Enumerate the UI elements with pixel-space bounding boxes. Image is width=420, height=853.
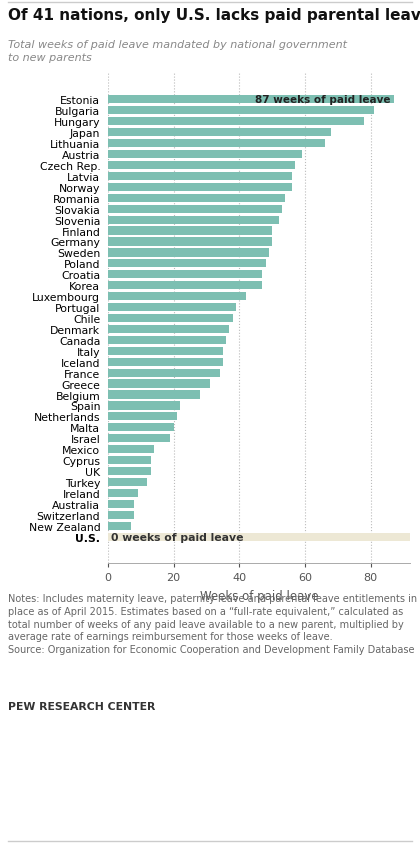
Bar — [108, 206, 282, 213]
Bar — [108, 118, 364, 126]
Bar — [108, 96, 394, 104]
Bar — [108, 249, 269, 258]
Bar — [108, 194, 285, 203]
Bar — [108, 490, 137, 497]
Bar — [108, 500, 134, 508]
Bar — [108, 467, 151, 476]
Bar — [108, 238, 272, 247]
Bar — [108, 162, 295, 170]
Bar — [108, 183, 292, 192]
Bar — [108, 227, 272, 235]
Bar — [108, 402, 180, 410]
Bar — [108, 479, 147, 486]
Bar — [108, 424, 173, 432]
Bar — [108, 347, 223, 356]
Bar — [108, 107, 374, 115]
Text: 0 weeks of paid leave: 0 weeks of paid leave — [111, 532, 244, 542]
Bar — [108, 129, 331, 137]
Bar — [108, 522, 131, 531]
Bar — [108, 172, 292, 181]
Bar — [108, 511, 134, 519]
Bar — [108, 413, 177, 421]
Bar — [108, 369, 220, 377]
Bar — [108, 435, 171, 443]
Bar — [108, 293, 246, 301]
Bar — [108, 315, 233, 322]
Bar — [108, 336, 226, 345]
Bar — [108, 271, 262, 279]
Text: Notes: Includes maternity leave, paternity leave and parental leave entitlements: Notes: Includes maternity leave, paterni… — [8, 594, 417, 654]
Text: Of 41 nations, only U.S. lacks paid parental leave: Of 41 nations, only U.S. lacks paid pare… — [8, 8, 420, 23]
Bar — [108, 281, 262, 290]
Bar — [108, 445, 154, 454]
Bar — [108, 217, 279, 224]
Text: Total weeks of paid leave mandated by national government
to new parents: Total weeks of paid leave mandated by na… — [8, 40, 347, 63]
Bar — [108, 304, 236, 312]
Bar — [108, 380, 210, 388]
Text: 87 weeks of paid leave: 87 weeks of paid leave — [255, 96, 390, 105]
Bar — [108, 151, 302, 159]
Bar — [108, 391, 200, 399]
Text: PEW RESEARCH CENTER: PEW RESEARCH CENTER — [8, 701, 156, 711]
Bar — [108, 358, 223, 367]
Bar — [108, 533, 420, 541]
Bar — [108, 326, 229, 334]
Bar — [108, 456, 151, 465]
X-axis label: Weeks of paid leave: Weeks of paid leave — [200, 589, 318, 602]
Bar — [108, 140, 325, 148]
Bar — [108, 260, 265, 268]
